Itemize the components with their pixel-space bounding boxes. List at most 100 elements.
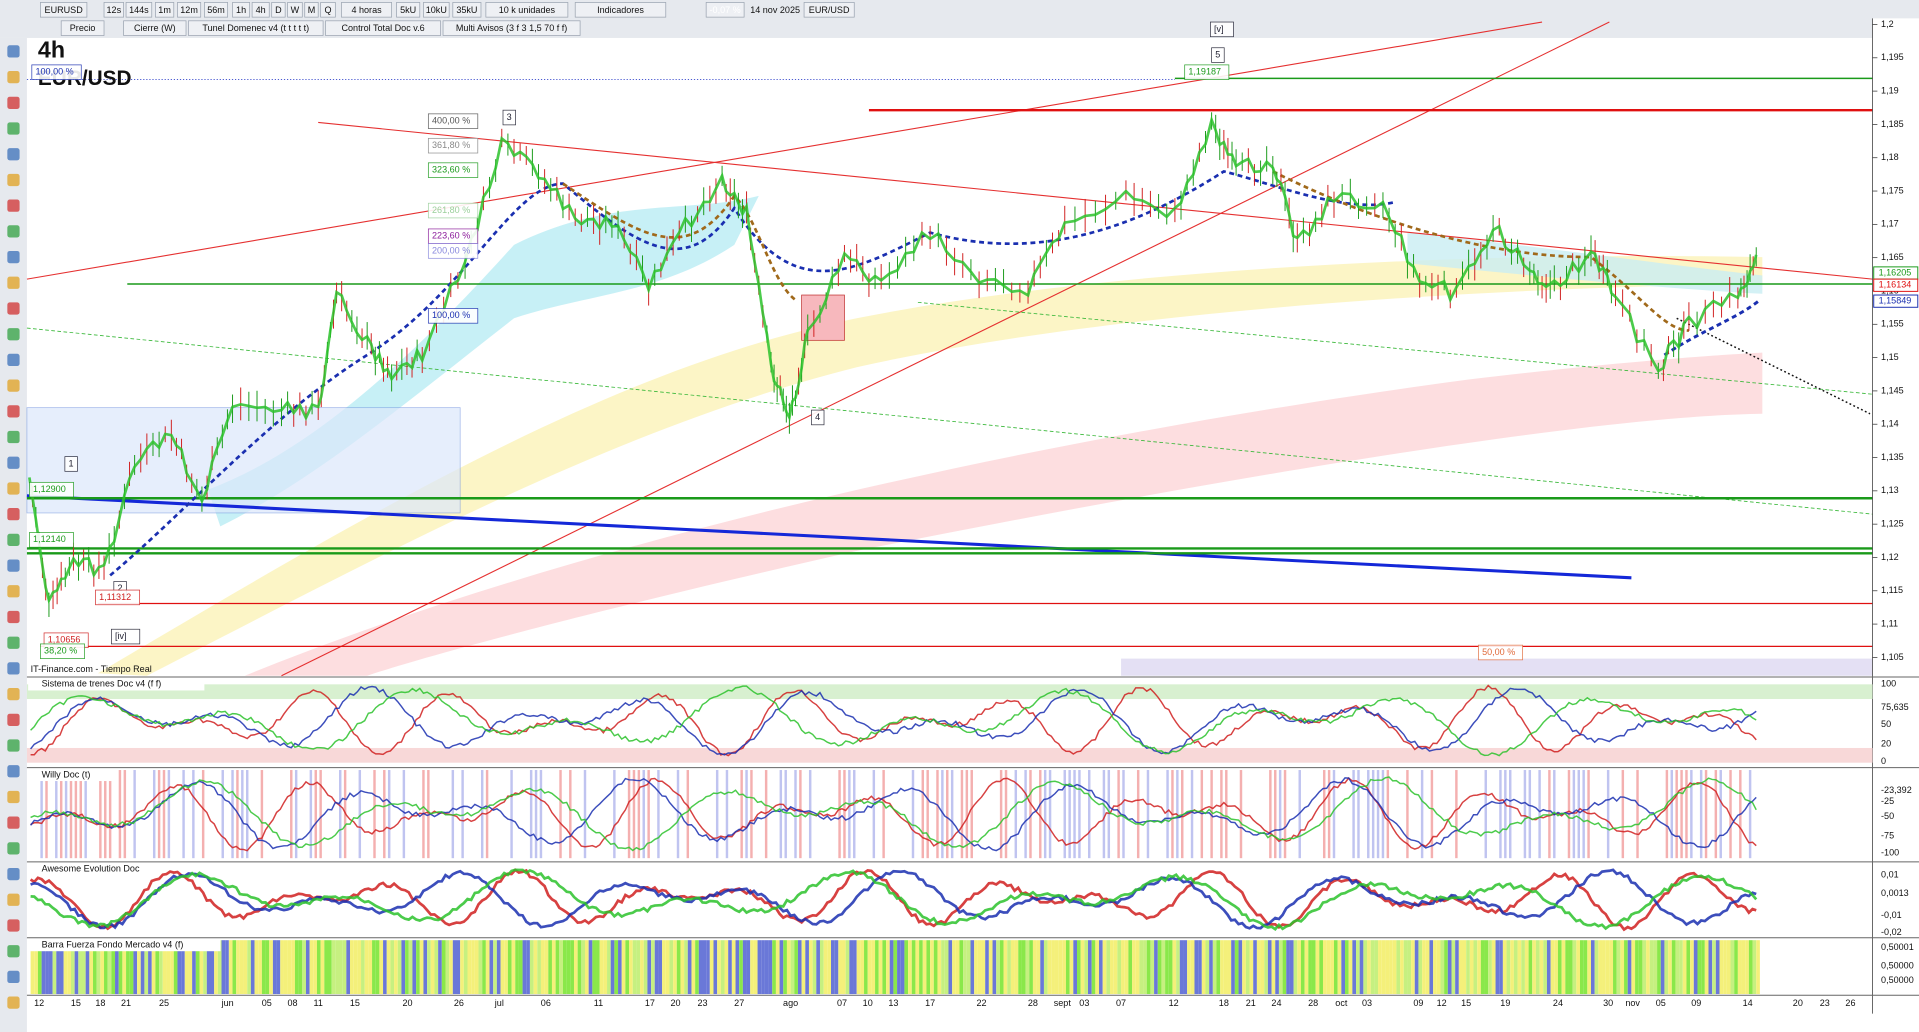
tool-icon[interactable] <box>7 610 20 624</box>
button[interactable] <box>232 2 251 18</box>
tool-icon[interactable] <box>7 405 20 418</box>
button-label[interactable]: 35kU <box>456 5 477 15</box>
tool-icon[interactable] <box>7 945 20 958</box>
button[interactable] <box>803 2 855 18</box>
button[interactable] <box>325 20 441 36</box>
tool-icon[interactable] <box>7 790 20 804</box>
tool-icon[interactable] <box>7 765 20 778</box>
button[interactable] <box>204 2 229 18</box>
button-label[interactable]: 4 horas <box>351 5 382 15</box>
button-label[interactable]: 10kU <box>426 5 447 15</box>
tool-icon[interactable] <box>7 585 20 598</box>
tool-icon[interactable] <box>7 739 20 752</box>
button-label[interactable]: 144s <box>129 5 149 15</box>
tool-icon[interactable] <box>7 508 20 521</box>
button-label[interactable]: EUR/USD <box>809 5 850 15</box>
button[interactable] <box>485 2 569 18</box>
tool-icon[interactable] <box>7 688 20 701</box>
tool-icon[interactable] <box>7 173 20 187</box>
button[interactable] <box>177 2 202 18</box>
signal-bar <box>1582 770 1585 859</box>
tool-icon[interactable] <box>7 816 20 829</box>
button-label[interactable]: 1h <box>236 5 246 15</box>
tool-icon[interactable] <box>7 533 20 546</box>
date-label: 06 <box>541 998 551 1008</box>
button-label[interactable]: M <box>308 5 316 15</box>
button-label[interactable]: 12s <box>107 5 122 15</box>
button-label[interactable]: 5kU <box>400 5 416 15</box>
tool-icon[interactable] <box>7 328 20 341</box>
button[interactable] <box>103 2 124 18</box>
tool-icon[interactable] <box>7 225 20 238</box>
tool-icon[interactable] <box>7 919 20 932</box>
button-label[interactable]: 10 k unidades <box>499 5 556 15</box>
tool-icon[interactable] <box>7 636 20 649</box>
button-label[interactable]: 4h <box>256 5 266 15</box>
tool-icon[interactable] <box>7 867 20 881</box>
button[interactable] <box>40 2 88 18</box>
strength-bar <box>302 940 306 995</box>
button-label[interactable]: W <box>291 5 300 15</box>
strength-bar <box>386 940 391 995</box>
button-label[interactable]: Indicadores <box>597 5 644 15</box>
button[interactable] <box>423 2 450 18</box>
tool-icon[interactable] <box>7 379 20 392</box>
tool-icon[interactable] <box>7 148 20 161</box>
button[interactable] <box>287 2 303 18</box>
tool-icon[interactable] <box>7 302 20 315</box>
button[interactable] <box>125 2 153 18</box>
button-label[interactable]: 1m <box>158 5 171 15</box>
tool-icon[interactable] <box>7 96 20 109</box>
button[interactable] <box>271 2 286 18</box>
tool-icon[interactable] <box>7 199 20 212</box>
tool-icon[interactable] <box>7 559 20 572</box>
tool-icon[interactable] <box>7 893 20 906</box>
tool-icon[interactable] <box>7 713 20 726</box>
moving-average-2 <box>562 170 1690 332</box>
tool-icon[interactable] <box>7 276 20 289</box>
button-label[interactable]: 12m <box>180 5 198 15</box>
button-label[interactable]: EURUSD <box>45 5 84 15</box>
tool-icon[interactable] <box>7 430 20 444</box>
button[interactable] <box>320 2 336 18</box>
trend-line <box>281 21 1610 677</box>
tool-icon[interactable] <box>7 482 20 495</box>
button[interactable] <box>60 20 105 36</box>
button-label[interactable]: Tunel Domenec v4 (t t t t t) <box>202 23 309 33</box>
button-label[interactable]: 56m <box>207 5 225 15</box>
button[interactable] <box>155 2 175 18</box>
button-label[interactable]: Precio <box>70 23 96 33</box>
tool-icon[interactable] <box>7 250 20 264</box>
tool-icon[interactable] <box>7 662 20 675</box>
button[interactable] <box>452 2 482 18</box>
signal-bar <box>1499 770 1502 859</box>
button-label[interactable]: Control Total Doc v.6 <box>342 23 425 33</box>
tool-icon[interactable] <box>7 996 20 1009</box>
tool-icon[interactable] <box>7 71 20 84</box>
annotation-box <box>427 202 479 219</box>
button[interactable] <box>574 2 667 18</box>
button[interactable] <box>396 2 421 18</box>
button[interactable] <box>442 20 581 36</box>
tool-icon[interactable] <box>7 842 20 855</box>
button-label[interactable]: Q <box>324 5 331 15</box>
button-label[interactable]: -0,07 % <box>710 5 741 15</box>
tool-icon[interactable] <box>7 970 20 984</box>
tool-icon[interactable] <box>7 122 20 135</box>
tool-icon[interactable] <box>7 353 20 367</box>
button[interactable] <box>705 2 745 18</box>
signal-bar <box>534 770 538 859</box>
button[interactable] <box>251 2 270 18</box>
annotation-box <box>427 113 479 129</box>
button[interactable] <box>123 20 187 36</box>
strength-bar <box>199 940 204 995</box>
button[interactable] <box>304 2 319 18</box>
button[interactable] <box>188 20 324 36</box>
strength-bar <box>1245 940 1250 995</box>
button-label[interactable]: Multi Avisos (3 f 3 1,5 70 f f) <box>456 23 567 33</box>
button[interactable] <box>341 2 392 18</box>
button-label[interactable]: Cierre (W) <box>134 23 176 33</box>
tool-icon[interactable] <box>7 456 20 469</box>
tool-icon[interactable] <box>7 45 20 58</box>
button-label[interactable]: D <box>275 5 282 15</box>
